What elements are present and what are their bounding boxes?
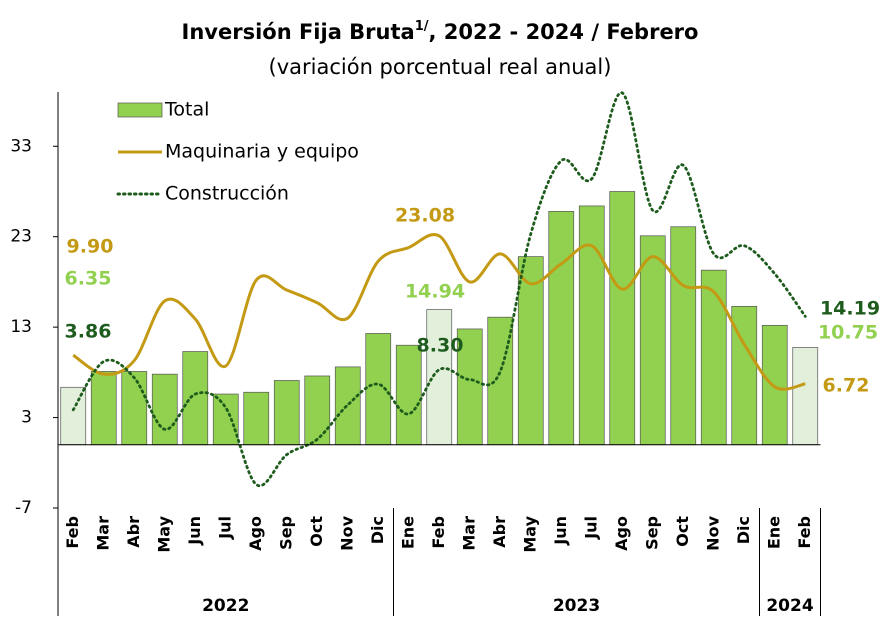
x-tick-label: Abr (124, 516, 143, 548)
title-sup: 1/ (415, 19, 429, 34)
bar (426, 309, 453, 446)
x-tick-label: Oct (307, 516, 326, 547)
x-tick-label: Sep (276, 516, 295, 550)
y-tick-label: 3 (21, 408, 32, 428)
group-label: 2022 (202, 596, 249, 616)
chart-title: Inversión Fija Bruta1/, 2022 - 2024 / Fe… (182, 19, 699, 45)
x-tick-label: Feb (795, 516, 814, 549)
x-tick-label: Sep (642, 516, 661, 550)
x-tick-label: Dic (734, 516, 753, 544)
x-tick-label: Jun (185, 516, 204, 546)
x-tick-label: Jul (581, 516, 600, 540)
x-tick-label: Mar (93, 516, 112, 551)
title-main: Inversión Fija Bruta (182, 20, 415, 44)
bar (365, 333, 392, 446)
chart-subtitle: (variación porcentual real anual) (269, 55, 612, 79)
bar (456, 328, 483, 446)
x-tick-label: Oct (673, 516, 692, 547)
line-series (71, 91, 807, 488)
bar (487, 316, 514, 446)
bar (792, 347, 819, 446)
line-series (72, 233, 806, 391)
group-label: 2023 (553, 596, 600, 616)
data-label: 9.90 (67, 236, 114, 258)
bar (90, 371, 117, 446)
group-label: 2024 (766, 596, 813, 616)
x-tick-label: Feb (429, 516, 448, 549)
y-tick-label: -7 (15, 498, 32, 518)
x-tick-label: Dic (368, 516, 387, 544)
bar (304, 375, 331, 446)
x-tick-label: Ene (764, 516, 783, 549)
legend-label: Construcción (165, 183, 289, 205)
x-tick-label: May (154, 515, 173, 552)
data-label: 3.86 (65, 321, 112, 343)
bar (517, 256, 544, 446)
x-tick-label: Feb (63, 516, 82, 549)
bar (121, 371, 148, 446)
legend-label: Maquinaria y equipo (165, 141, 359, 163)
bar (639, 235, 666, 446)
data-label: 6.72 (823, 375, 870, 397)
title-rest: , 2022 - 2024 / Febrero (429, 20, 699, 44)
x-tick-label: Ene (398, 516, 417, 549)
y-tick-label: 33 (10, 136, 32, 156)
x-tick-label: May (520, 515, 539, 552)
x-tick-label: Nov (337, 515, 356, 550)
data-label: 14.19 (820, 298, 880, 320)
bar (700, 269, 727, 446)
data-label: 23.08 (395, 205, 455, 227)
bar (670, 226, 697, 446)
bar (578, 205, 605, 446)
y-tick-label: 13 (10, 317, 32, 337)
bar (243, 391, 270, 446)
bar (548, 211, 575, 446)
bar (182, 351, 209, 446)
bar (609, 191, 636, 446)
bar (273, 380, 300, 446)
x-tick-label: Abr (490, 516, 509, 548)
data-label: 10.75 (818, 322, 878, 344)
x-tick-label: Jun (551, 516, 570, 546)
x-tick-label: Nov (703, 515, 722, 550)
bar (151, 373, 178, 446)
y-tick-label: 23 (10, 227, 32, 247)
bar (395, 344, 422, 446)
bar (212, 393, 239, 446)
x-tick-label: Jul (215, 516, 234, 540)
x-tick-label: Mar (459, 516, 478, 551)
data-label: 14.94 (405, 281, 465, 303)
legend-swatch (117, 102, 163, 118)
legend-label: Total (164, 99, 209, 121)
x-tick-label: Ago (612, 516, 631, 551)
x-tick-label: Ago (246, 516, 265, 551)
data-label: 6.35 (65, 268, 112, 290)
data-label: 8.30 (417, 335, 464, 357)
